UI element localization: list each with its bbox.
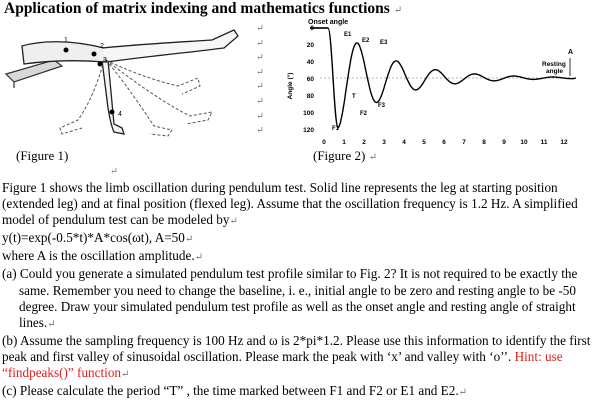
x-tick-label: 5: [422, 139, 426, 146]
y-tick-label: 120: [303, 127, 314, 134]
figure-2-pendulum-plot: Onset angle Angle (°) 020406080100120 01…: [286, 19, 577, 146]
x-tick-label: 11: [541, 139, 548, 146]
leg-intermediate-3: [59, 59, 105, 135]
onset-angle-label: Onset angle: [308, 19, 348, 26]
x-tick-label: 7: [462, 139, 466, 146]
question-c: (c) Please calculate the period “T” , th…: [2, 383, 468, 399]
y-ticks: 020406080100120: [303, 25, 314, 134]
marker-4: [109, 109, 115, 115]
label-1: 1: [64, 37, 68, 44]
y-tick-label: 60: [307, 76, 315, 83]
figure-1-leg-illustration: 1 2 3 4: [4, 29, 239, 137]
marker-2: [91, 51, 97, 57]
paragraph-intro: Figure 1 shows the limb oscillation duri…: [2, 180, 578, 228]
leg-extended: [101, 29, 239, 63]
resting-angle-label-1: Resting: [542, 61, 566, 68]
paragraph-amplitude: where A is the oscillation amplitude.↵: [2, 248, 204, 264]
return-mark-small: ↵: [110, 167, 118, 177]
marker-1: [63, 47, 69, 53]
x-tick-label: 4: [402, 139, 406, 146]
peak-E3: E3: [380, 40, 388, 46]
leg-intermediate-2: [105, 59, 173, 137]
label-4: 4: [118, 111, 122, 118]
x-tick-label: 12: [560, 139, 568, 146]
x-tick-label: 9: [502, 139, 506, 146]
leg-intermediate-1: [105, 59, 213, 125]
y-tick-label: 80: [307, 93, 315, 100]
valley-F2: F2: [360, 111, 368, 117]
x-tick-label: 0: [322, 139, 326, 146]
peak-E2: E2: [362, 38, 370, 44]
x-ticks: 0 1 2 3 4 5 6 7 8 9 10 11 12: [322, 139, 568, 146]
valley-F1: F1: [332, 126, 340, 132]
marker-3: [97, 61, 103, 67]
y-tick-label: 100: [303, 110, 314, 117]
leg-intermediate-4: [105, 59, 201, 95]
leg-flexed: [56, 51, 125, 135]
x-tick-label: 6: [442, 139, 446, 146]
figure-2-caption: (Figure 2) ↵: [313, 148, 377, 163]
x-tick-label: 3: [382, 139, 386, 146]
y-tick-label: 40: [307, 59, 315, 66]
return-marks-column: ↵ ↵ ↵ ↵ ↵ ↵ ↵ ↵: [256, 24, 264, 137]
amplitude-A: A: [568, 49, 573, 56]
figure-1-caption: (Figure 1): [16, 148, 69, 163]
bench: [4, 59, 64, 83]
x-tick-label: 8: [482, 139, 486, 146]
return-mark: ↵: [393, 5, 403, 16]
peak-E1: E1: [344, 32, 352, 38]
y-tick-label: 20: [307, 42, 315, 49]
valley-F3: F3: [378, 103, 386, 109]
x-tick-label: 2: [362, 139, 366, 146]
page-title-text: Application of matrix indexing and mathe…: [4, 0, 390, 17]
paragraph-model: y(t)=exp(-0.5*t)*A*cos(ωt), A=50↵: [2, 230, 194, 246]
period-T: T: [352, 94, 356, 100]
page-title: Application of matrix indexing and mathe…: [4, 0, 402, 18]
signal-trace: [310, 27, 577, 129]
x-tick-label: 10: [520, 139, 528, 146]
label-2: 2: [100, 43, 104, 50]
resting-angle-label-2: angle: [546, 68, 563, 75]
label-3: 3: [103, 57, 107, 64]
problem-text: Figure 1 shows the limb oscillation duri…: [2, 180, 599, 401]
ylabel: Angle (°): [286, 73, 294, 100]
question-a: (a) Could you generate a simulated pendu…: [2, 266, 578, 330]
x-tick-label: 1: [342, 139, 346, 146]
hint-text: Hint: use “findpeaks()” function: [2, 348, 563, 381]
question-b: (b) Assume the sampling frequency is 100…: [2, 332, 591, 381]
